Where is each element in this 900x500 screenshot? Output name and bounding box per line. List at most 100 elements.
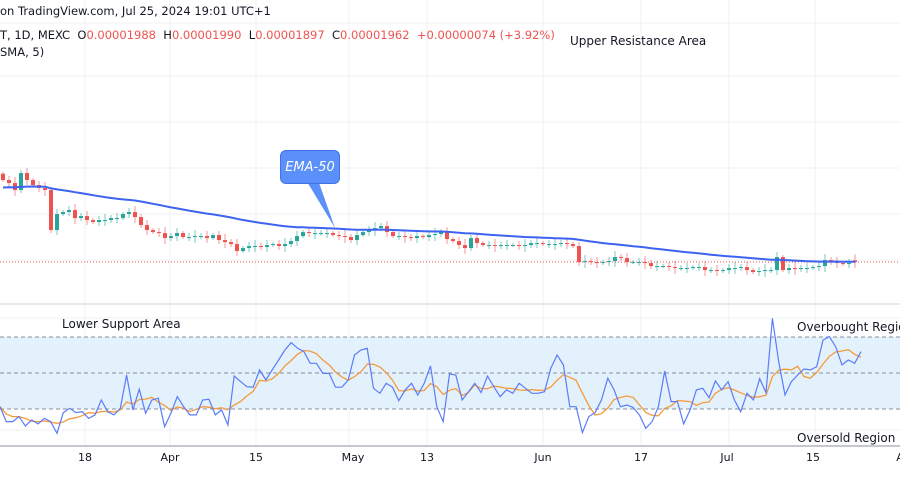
candle-up [721, 270, 725, 272]
candle-up [499, 245, 503, 247]
candle-down [49, 190, 53, 231]
candle-down [349, 237, 353, 241]
candle-down [43, 188, 47, 191]
candle-up [511, 245, 515, 247]
candle-up [379, 226, 383, 229]
source-line: on TradingView.com, Jul 25, 2024 19:01 U… [0, 4, 271, 18]
candle-up [199, 236, 203, 238]
x-tick: Apr [160, 451, 180, 464]
x-tick: 17 [634, 451, 648, 464]
candle-up [529, 243, 533, 246]
candle-down [145, 225, 149, 231]
candle-up [439, 232, 443, 235]
candle-down [307, 232, 311, 234]
candle-down [235, 244, 239, 252]
x-tick: May [341, 451, 365, 464]
candle-up [607, 261, 611, 263]
candle-down [649, 263, 653, 267]
candle-up [685, 268, 689, 270]
candle-up [283, 244, 287, 247]
candle-up [679, 268, 683, 270]
candle-down [781, 257, 785, 271]
callout-pointer [306, 180, 335, 228]
candle-up [559, 243, 563, 245]
x-tick: Jul [720, 451, 734, 464]
candle-up [175, 233, 179, 237]
close-value: 0.00001962 [340, 28, 410, 42]
candle-up [763, 270, 767, 272]
candle-up [295, 236, 299, 242]
candle-up [301, 232, 305, 237]
candle-up [769, 270, 773, 272]
candle-up [727, 268, 731, 271]
candle-up [631, 262, 635, 264]
overbought-label: Overbought Region [797, 320, 900, 334]
x-tick: 15 [249, 451, 263, 464]
candle-down [223, 240, 227, 243]
candle-up [613, 257, 617, 262]
candle-down [577, 246, 581, 263]
candle-down [571, 244, 575, 247]
candle-down [331, 233, 335, 236]
x-tick: 13 [420, 451, 434, 464]
candle-up [367, 230, 371, 233]
candle-up [355, 235, 359, 241]
candle-down [163, 233, 167, 239]
lower-support-label: Lower Support Area [62, 317, 181, 331]
candle-up [19, 173, 23, 191]
candle-up [103, 220, 107, 222]
candle-down [475, 238, 479, 244]
rsi-line [0, 318, 862, 435]
candle-up [601, 262, 605, 264]
candle-down [1, 173, 5, 181]
candle-down [595, 262, 599, 264]
candle-down [841, 263, 845, 265]
candle-down [481, 243, 485, 246]
candle-up [67, 210, 71, 213]
candle-up [115, 218, 119, 220]
candle-up [427, 235, 431, 238]
candle-up [523, 245, 527, 247]
candle-down [589, 261, 593, 263]
candle-up [787, 268, 791, 271]
candle-up [469, 238, 473, 249]
candle-up [61, 212, 65, 215]
candle-down [229, 242, 233, 245]
candle-down [133, 212, 137, 218]
candle-down [703, 267, 707, 271]
candle-up [397, 236, 401, 238]
candle-down [751, 270, 755, 273]
candle-down [565, 243, 569, 245]
candle-down [205, 236, 209, 239]
indicator-legend[interactable]: SMA, 5) [0, 45, 45, 59]
candle-up [313, 233, 317, 235]
open-value: 0.00001988 [86, 28, 156, 42]
candle-up [319, 233, 323, 235]
candle-down [157, 232, 161, 234]
candle-down [673, 267, 677, 269]
candle-down [793, 268, 797, 270]
candle-up [487, 245, 491, 247]
x-tick: A [896, 451, 900, 464]
candle-up [553, 244, 557, 246]
candle-down [421, 236, 425, 238]
candle-up [775, 257, 779, 271]
candle-up [547, 244, 551, 246]
candle-up [415, 236, 419, 239]
x-tick: 15 [806, 451, 820, 464]
candle-down [73, 210, 77, 219]
candle-up [505, 245, 509, 247]
candle-down [541, 243, 545, 245]
candle-down [451, 239, 455, 242]
candle-down [643, 262, 647, 264]
candle-down [31, 180, 35, 186]
candle-up [709, 270, 713, 272]
candles [1, 168, 857, 278]
candle-up [739, 267, 743, 269]
candle-up [757, 271, 761, 273]
x-tick: 18 [78, 451, 92, 464]
candle-down [493, 245, 497, 247]
candle-down [337, 235, 341, 237]
candle-down [715, 270, 719, 272]
